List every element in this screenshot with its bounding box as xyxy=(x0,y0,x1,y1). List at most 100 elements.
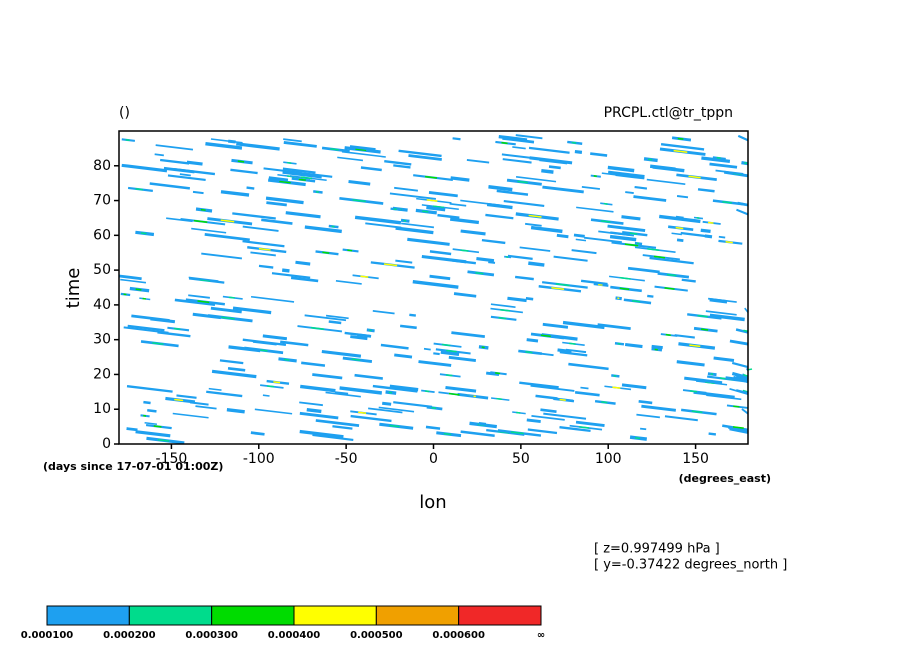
precip-streak xyxy=(330,148,339,151)
annotation: [ z=0.997499 hPa ] xyxy=(594,542,720,557)
precip-streak xyxy=(393,164,411,169)
precip-streak xyxy=(315,419,360,427)
precip-streak xyxy=(701,156,731,164)
precip-streak xyxy=(742,389,749,393)
precip-streak xyxy=(126,427,138,432)
precip-streak xyxy=(736,208,749,216)
precip-streak xyxy=(429,250,452,256)
precip-streak xyxy=(476,256,495,263)
precip-streak xyxy=(652,165,685,173)
precip-streak xyxy=(607,165,635,173)
precip-streak xyxy=(208,387,222,391)
precip-streak xyxy=(485,213,514,220)
precip-streak xyxy=(429,274,451,281)
precip-streak xyxy=(228,345,261,353)
colorbar-box xyxy=(458,605,542,626)
precip-streak xyxy=(519,381,559,389)
precip-streak xyxy=(453,292,477,298)
precip-streak xyxy=(636,413,660,419)
colorbar-label: 0.000400 xyxy=(268,630,321,641)
y-tick-label: 20 xyxy=(93,366,111,382)
precip-streak xyxy=(426,199,438,202)
precip-streak xyxy=(205,142,243,150)
y-units: (days since 17-07-01 01:00Z) xyxy=(43,460,223,473)
precip-streak xyxy=(282,170,322,179)
precip-streak xyxy=(535,394,558,400)
precip-streak xyxy=(445,385,477,393)
precip-streak xyxy=(358,411,367,414)
precip-streak xyxy=(431,406,437,409)
precip-streak xyxy=(460,229,486,236)
precip-streak xyxy=(689,390,698,393)
precip-streak xyxy=(452,137,461,141)
precip-streak xyxy=(192,190,204,195)
precip-streak xyxy=(304,314,347,322)
colorbar-box xyxy=(128,605,213,626)
precip-streak xyxy=(300,384,336,393)
precip-streak xyxy=(350,414,392,423)
precip-streak xyxy=(210,306,242,314)
precip-streak xyxy=(227,366,246,372)
precip-streak xyxy=(310,326,325,331)
precip-streak xyxy=(230,168,258,175)
precip-streak xyxy=(673,149,688,154)
precip-streak xyxy=(337,156,364,162)
precip-streak xyxy=(372,384,418,393)
precip-streak xyxy=(267,385,275,388)
precip-streak xyxy=(160,158,190,165)
precip-streak xyxy=(355,148,367,152)
colorbar-label: 0.000200 xyxy=(103,630,156,641)
precip-streak xyxy=(675,226,684,230)
precip-streak xyxy=(689,344,701,348)
precip-streak xyxy=(186,160,203,166)
precip-streak xyxy=(412,279,459,289)
precip-streak xyxy=(498,316,507,320)
precip-streak xyxy=(368,407,403,414)
x-tick-label: 150 xyxy=(682,451,709,467)
precip-streak xyxy=(446,374,453,377)
precip-streak xyxy=(221,316,235,320)
precip-streak xyxy=(118,274,142,281)
precip-streak xyxy=(335,280,362,285)
precip-streak xyxy=(495,372,501,375)
precip-streak xyxy=(641,404,677,412)
precip-streak xyxy=(432,205,445,209)
precip-streak xyxy=(574,390,600,397)
precip-streak xyxy=(525,351,533,354)
precip-streak xyxy=(440,350,460,356)
precip-streak xyxy=(425,425,441,430)
precip-streak xyxy=(581,186,601,190)
precip-streak xyxy=(553,255,588,262)
precip-streak xyxy=(452,259,477,265)
precip-streak xyxy=(339,386,383,395)
precip-streak xyxy=(709,313,745,322)
precip-streak xyxy=(496,189,529,196)
precip-streak xyxy=(646,178,686,186)
precip-streak xyxy=(629,232,638,235)
precip-streak xyxy=(418,360,452,367)
precip-streak xyxy=(556,233,569,239)
colorbar-end-label: ∞ xyxy=(537,630,545,641)
precip-streak xyxy=(446,349,457,353)
precip-streak xyxy=(515,134,543,140)
precip-streak xyxy=(733,405,740,408)
precip-streak xyxy=(201,252,243,260)
precip-streak xyxy=(197,300,210,304)
precip-streak xyxy=(700,228,711,234)
precip-streak xyxy=(542,322,569,329)
precip-streak xyxy=(507,254,533,260)
precip-streak xyxy=(127,324,165,332)
precip-streak xyxy=(651,344,663,350)
precip-streak xyxy=(395,259,413,264)
precip-streak xyxy=(365,222,402,229)
x-units: (degrees_east) xyxy=(679,472,771,485)
precip-streak xyxy=(576,206,614,213)
precip-streak xyxy=(154,153,164,157)
y-tick-label: 40 xyxy=(93,297,111,313)
precip-streak xyxy=(515,176,557,183)
precip-streak xyxy=(135,288,142,291)
precip-streak xyxy=(152,342,164,345)
precip-streak xyxy=(486,371,500,376)
precip-streak xyxy=(351,358,361,361)
precip-streak xyxy=(265,196,304,205)
